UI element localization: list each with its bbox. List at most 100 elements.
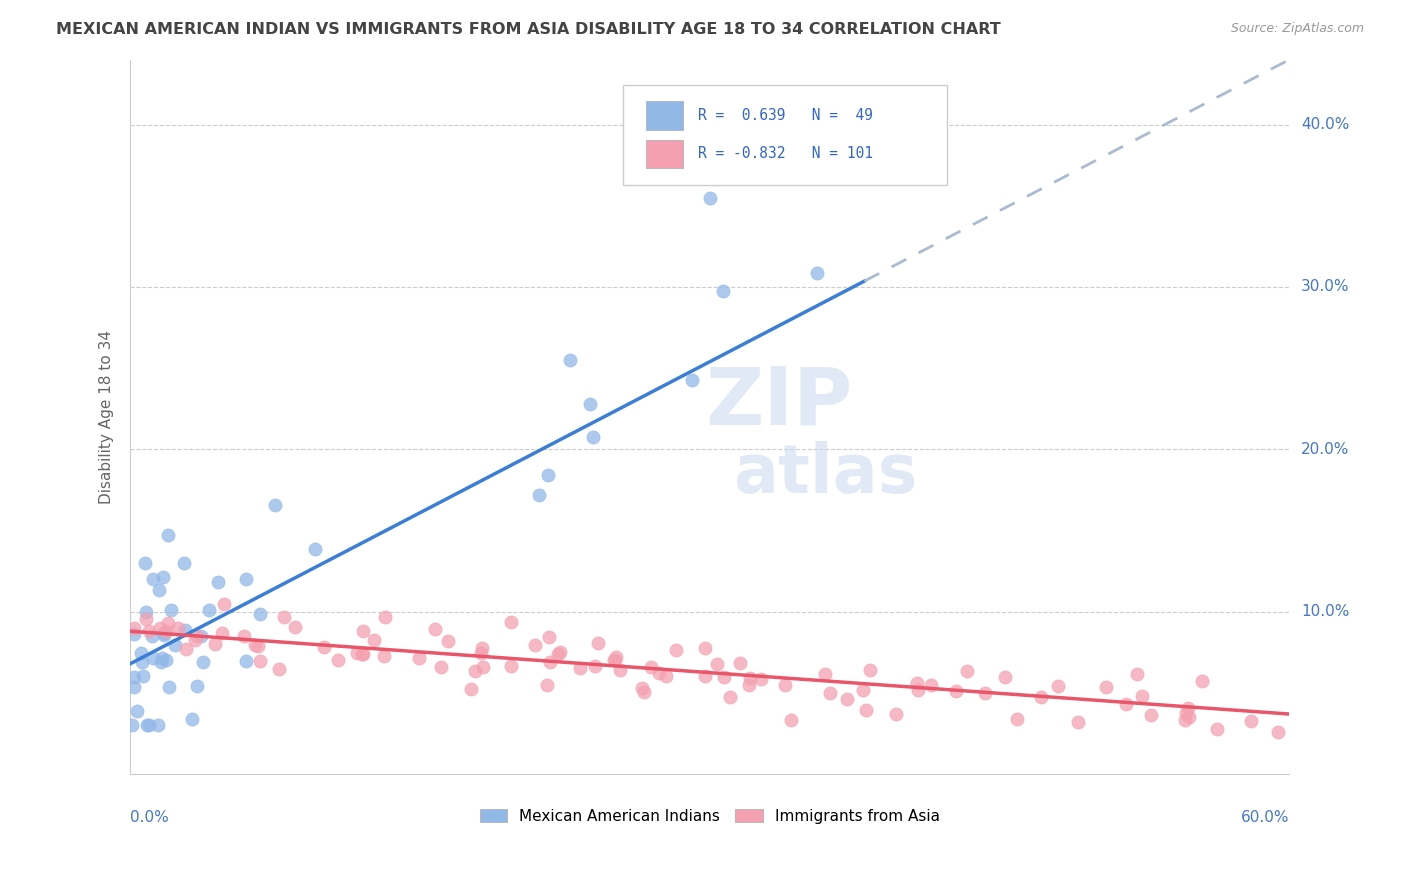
Point bbox=[264, 499, 287, 513]
Point bbox=[460, 682, 482, 697]
Point bbox=[1205, 723, 1227, 737]
Text: 20.0%: 20.0% bbox=[1301, 442, 1350, 457]
Point bbox=[695, 640, 717, 655]
Point bbox=[211, 625, 233, 640]
Point bbox=[243, 638, 266, 652]
Point bbox=[135, 612, 157, 626]
Point bbox=[267, 662, 290, 676]
Point bbox=[558, 353, 581, 368]
Point bbox=[122, 681, 145, 695]
Y-axis label: Disability Age 18 to 34: Disability Age 18 to 34 bbox=[100, 330, 114, 504]
Point bbox=[630, 681, 652, 695]
Point bbox=[1066, 714, 1088, 729]
Point bbox=[374, 610, 396, 624]
Text: ZIP: ZIP bbox=[706, 364, 853, 442]
Point bbox=[583, 659, 606, 673]
Point bbox=[284, 620, 307, 634]
Point bbox=[499, 615, 522, 629]
Point bbox=[945, 684, 967, 698]
Point bbox=[730, 656, 752, 670]
Point bbox=[1178, 710, 1201, 724]
Point bbox=[249, 654, 271, 668]
Point bbox=[859, 663, 882, 677]
Point bbox=[155, 653, 177, 667]
Point bbox=[664, 643, 686, 657]
Point bbox=[186, 679, 208, 693]
Point bbox=[713, 670, 735, 684]
Point bbox=[246, 639, 269, 653]
Point bbox=[693, 669, 716, 683]
Text: 40.0%: 40.0% bbox=[1301, 117, 1350, 132]
Point bbox=[529, 488, 551, 502]
Point bbox=[363, 633, 385, 648]
Point bbox=[135, 605, 157, 619]
Point bbox=[1177, 701, 1199, 715]
Point bbox=[152, 628, 174, 642]
Point bbox=[1174, 706, 1197, 720]
Point bbox=[156, 616, 179, 631]
Point bbox=[204, 637, 226, 651]
Point bbox=[907, 683, 929, 698]
Point bbox=[127, 704, 149, 718]
Point bbox=[304, 541, 326, 556]
Point bbox=[538, 630, 561, 644]
Point bbox=[681, 373, 703, 387]
Point bbox=[157, 680, 180, 694]
Text: R = -0.832   N = 101: R = -0.832 N = 101 bbox=[699, 146, 873, 161]
Point bbox=[326, 653, 349, 667]
Point bbox=[1267, 725, 1289, 739]
Text: 60.0%: 60.0% bbox=[1241, 810, 1289, 825]
Point bbox=[373, 648, 395, 663]
Point bbox=[131, 646, 153, 660]
Point bbox=[186, 629, 208, 643]
Point bbox=[148, 718, 170, 732]
Point bbox=[470, 646, 492, 660]
Point bbox=[640, 660, 662, 674]
Point bbox=[1005, 712, 1028, 726]
Point bbox=[775, 678, 797, 692]
Point bbox=[437, 634, 460, 648]
Point bbox=[173, 556, 195, 570]
Point bbox=[142, 651, 165, 665]
Point bbox=[603, 653, 626, 667]
Point bbox=[425, 623, 447, 637]
Point bbox=[806, 266, 828, 280]
Text: 0.0%: 0.0% bbox=[131, 810, 169, 825]
Point bbox=[142, 572, 165, 586]
Point bbox=[183, 632, 205, 647]
Point bbox=[198, 603, 221, 617]
Point bbox=[974, 686, 997, 700]
Point bbox=[588, 636, 610, 650]
Point bbox=[706, 657, 728, 672]
Text: MEXICAN AMERICAN INDIAN VS IMMIGRANTS FROM ASIA DISABILITY AGE 18 TO 34 CORRELAT: MEXICAN AMERICAN INDIAN VS IMMIGRANTS FR… bbox=[56, 22, 1001, 37]
Text: atlas: atlas bbox=[734, 441, 918, 507]
Bar bbox=[647, 140, 683, 169]
Point bbox=[249, 607, 271, 622]
Point bbox=[148, 583, 170, 598]
Point bbox=[346, 646, 368, 660]
Point bbox=[920, 678, 942, 692]
Point bbox=[156, 527, 179, 541]
Point bbox=[174, 641, 197, 656]
Point bbox=[994, 670, 1017, 684]
Point bbox=[499, 659, 522, 673]
Point bbox=[713, 285, 735, 299]
Point bbox=[141, 629, 163, 643]
Point bbox=[837, 692, 859, 706]
Text: Source: ZipAtlas.com: Source: ZipAtlas.com bbox=[1230, 22, 1364, 36]
Point bbox=[749, 672, 772, 686]
Text: 30.0%: 30.0% bbox=[1301, 279, 1350, 294]
Point bbox=[814, 666, 837, 681]
Point bbox=[153, 626, 176, 640]
Point bbox=[352, 647, 374, 661]
Point bbox=[150, 650, 173, 665]
Point bbox=[582, 430, 605, 444]
Point bbox=[166, 621, 188, 635]
Point bbox=[1132, 689, 1154, 703]
Point bbox=[408, 651, 430, 665]
Point bbox=[122, 627, 145, 641]
Point bbox=[135, 718, 157, 732]
Point bbox=[149, 621, 172, 635]
Point bbox=[905, 675, 928, 690]
Point bbox=[1174, 713, 1197, 727]
